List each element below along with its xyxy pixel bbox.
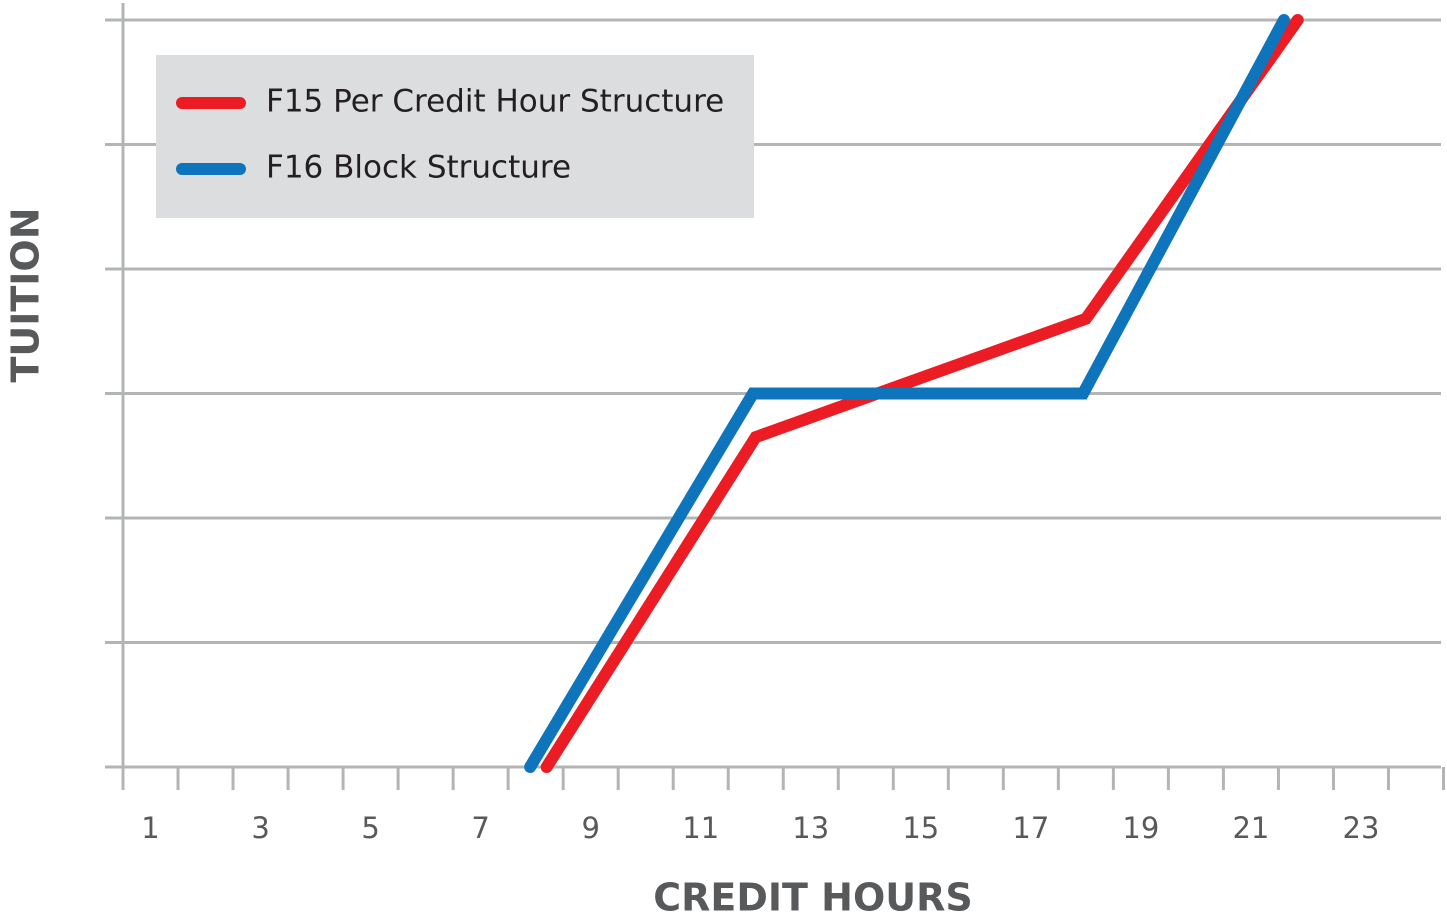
x-tick-label: 7 [471, 811, 489, 845]
x-tick-label: 17 [1012, 811, 1049, 845]
x-tick-label: 19 [1122, 811, 1159, 845]
x-tick-label: 11 [682, 811, 719, 845]
x-tick-label: 21 [1232, 811, 1269, 845]
legend-label: F15 Per Credit Hour Structure [266, 84, 724, 120]
x-tick-label: 23 [1343, 811, 1380, 845]
legend-label: F16 Block Structure [266, 150, 571, 186]
legend-box [156, 55, 754, 218]
x-tick-label: 1 [141, 811, 159, 845]
x-tick-label: 9 [581, 811, 599, 845]
y-axis-label: TUITION [4, 207, 48, 382]
x-tick-label: 15 [902, 811, 939, 845]
x-tick-label: 13 [792, 811, 829, 845]
x-tick-label: 3 [251, 811, 269, 845]
x-axis-label: CREDIT HOURS [653, 876, 973, 920]
series-line [540, 14, 1304, 773]
x-tick-label: 5 [361, 811, 379, 845]
series-line [524, 14, 1290, 773]
